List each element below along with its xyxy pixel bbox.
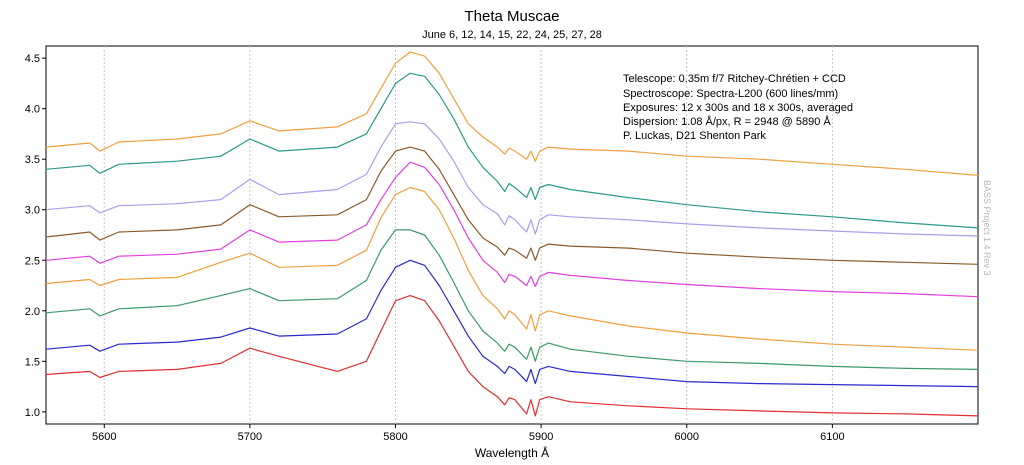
y-tick-label: 2.5 bbox=[25, 255, 40, 267]
annotation-exposures: Exposures: 12 x 300s and 18 x 300s, aver… bbox=[623, 102, 853, 114]
spectrum-series-5 bbox=[45, 161, 979, 298]
series-layer bbox=[45, 51, 979, 417]
side-note: BASS Project 1.4 Rev 3 bbox=[982, 180, 992, 276]
plot-area bbox=[45, 45, 979, 425]
x-axis-label: Wavelength Å bbox=[475, 445, 549, 460]
spectrum-series-8 bbox=[45, 259, 979, 388]
x-tick-label: 5800 bbox=[383, 431, 407, 443]
spectrum-series-4 bbox=[45, 146, 979, 265]
annotation-dispersion: Dispersion: 1.08 Å/px, R = 2948 @ 5890 Å bbox=[623, 115, 831, 128]
spectrum-series-6 bbox=[45, 186, 979, 351]
annotation-spectroscope: Spectroscope: Spectra-L200 (600 lines/mm… bbox=[623, 88, 838, 100]
x-tick-label: 5700 bbox=[238, 431, 262, 443]
x-tick-label: 6100 bbox=[820, 431, 844, 443]
x-tick-label: 6000 bbox=[675, 431, 699, 443]
x-tick-label: 5900 bbox=[529, 431, 553, 443]
x-tick-label: 5600 bbox=[92, 431, 116, 443]
annotation-telescope: Telescope: 0.35m f/7 Ritchey-Chrétien + … bbox=[623, 73, 846, 85]
y-tick-label: 1.5 bbox=[25, 356, 40, 368]
y-tick-label: 3.5 bbox=[25, 154, 40, 166]
y-tick-label: 1.0 bbox=[25, 407, 40, 419]
y-tick-label: 2.0 bbox=[25, 306, 40, 318]
spectrum-series-3 bbox=[45, 121, 979, 237]
spectrum-series-1 bbox=[45, 51, 979, 176]
spectrum-series-7 bbox=[45, 229, 979, 370]
chart-subtitle: June 6, 12, 14, 15, 22, 24, 25, 27, 28 bbox=[422, 29, 602, 41]
grid bbox=[103, 46, 833, 424]
y-tick-label: 4.0 bbox=[25, 104, 40, 116]
ticks: 5600 5700 5800 5900 6000 6100 1.0 1.5 2.0 2.5 3.0 3… bbox=[25, 53, 845, 443]
chart-title: Theta Muscae bbox=[464, 8, 559, 25]
y-tick-label: 4.5 bbox=[25, 53, 40, 65]
spectrum-series-9 bbox=[45, 295, 979, 417]
y-tick-label: 3.0 bbox=[25, 205, 40, 217]
spectrum-series-2 bbox=[45, 72, 979, 229]
annotation-block: Telescope: 0.35m f/7 Ritchey-Chrétien + … bbox=[623, 73, 853, 142]
annotation-observer: P. Luckas, D21 Shenton Park bbox=[623, 130, 766, 142]
